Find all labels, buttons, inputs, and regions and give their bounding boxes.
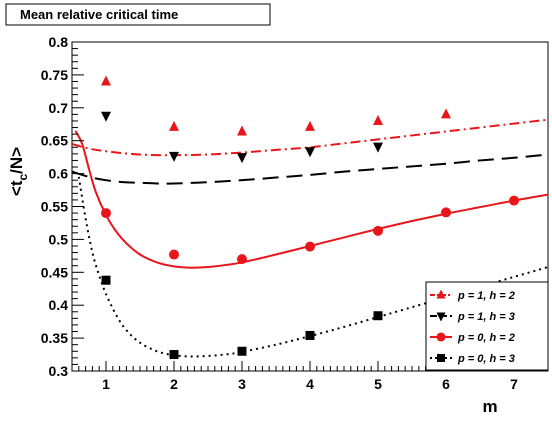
data-point-series-1 bbox=[169, 120, 179, 131]
data-point-series-2 bbox=[305, 147, 315, 158]
legend-label: p = 0, h = 3 bbox=[457, 353, 515, 365]
y-tick-label: 0.75 bbox=[41, 67, 68, 83]
y-tick-label: 0.5 bbox=[49, 231, 69, 247]
x-tick-label: 5 bbox=[374, 376, 382, 392]
data-point-series-1 bbox=[441, 108, 451, 119]
data-point-series-1 bbox=[237, 125, 247, 136]
data-point-series-3 bbox=[169, 249, 179, 260]
legend-label: p = 0, h = 2 bbox=[457, 332, 515, 344]
y-axis-title-rest: /N> bbox=[7, 147, 26, 174]
x-tick-label: 1 bbox=[102, 376, 110, 392]
legend-label: p = 1, h = 2 bbox=[457, 290, 515, 302]
legend-marker bbox=[436, 289, 446, 299]
data-point-series-1 bbox=[305, 120, 315, 131]
data-point-series-4 bbox=[169, 350, 179, 360]
data-point-series-3 bbox=[441, 207, 451, 218]
data-point-series-1 bbox=[373, 114, 383, 125]
y-tick-label: 0.4 bbox=[49, 297, 69, 313]
y-tick-label: 0.55 bbox=[41, 199, 68, 215]
data-point-series-2 bbox=[169, 151, 179, 162]
x-tick-label: 4 bbox=[306, 376, 314, 392]
y-axis-title: <tc/N> bbox=[7, 147, 30, 196]
data-point-series-4 bbox=[373, 311, 383, 321]
data-point-series-3 bbox=[373, 225, 383, 236]
x-tick-label: 3 bbox=[238, 376, 246, 392]
y-tick-label: 0.8 bbox=[49, 34, 69, 50]
data-point-series-3 bbox=[305, 241, 315, 252]
fit-curve-series-3 bbox=[74, 130, 548, 269]
data-point-series-3 bbox=[237, 254, 247, 265]
y-axis-title-main: <t bbox=[7, 180, 26, 196]
y-tick-label: 0.45 bbox=[41, 264, 68, 280]
legend: p = 1, h = 2 p = 1, h = 3 p = 0, h = 2 p = … bbox=[425, 281, 549, 371]
legend-box bbox=[425, 281, 549, 371]
fit-curve-series-1 bbox=[72, 118, 548, 157]
x-tick-label: 2 bbox=[170, 376, 178, 392]
data-point-series-3 bbox=[509, 195, 519, 206]
y-tick-label: 0.7 bbox=[49, 100, 69, 116]
data-point-series-4 bbox=[237, 346, 247, 356]
legend-marker bbox=[436, 332, 446, 342]
data-markers bbox=[101, 75, 519, 360]
fit-curve-series-4 bbox=[77, 176, 548, 358]
y-tick-label: 0.6 bbox=[49, 166, 69, 182]
y-tick-label: 0.35 bbox=[41, 330, 68, 346]
x-axis-title: m bbox=[482, 397, 497, 416]
legend-marker bbox=[436, 312, 446, 322]
data-point-series-1 bbox=[101, 75, 111, 86]
x-tick-label: 7 bbox=[510, 376, 518, 392]
data-point-series-2 bbox=[101, 111, 111, 122]
fit-curve-series-2 bbox=[72, 153, 548, 185]
data-point-series-3 bbox=[101, 208, 111, 219]
data-point-series-2 bbox=[373, 142, 383, 153]
data-point-series-4 bbox=[305, 330, 315, 340]
data-point-series-2 bbox=[237, 153, 247, 164]
y-tick-label: 0.3 bbox=[49, 363, 69, 379]
axis-ticks: 1 2 3 4 5 6 7 0.3 0.35 0.4 0.45 0.5 0.55 0.6 0.65 0.7 0.… bbox=[41, 34, 549, 392]
y-tick-label: 0.65 bbox=[41, 133, 68, 149]
x-tick-label: 6 bbox=[442, 376, 450, 392]
fit-curves bbox=[72, 118, 548, 358]
chart-title: Mean relative critical time bbox=[20, 7, 178, 22]
title-box: Mean relative critical time bbox=[5, 3, 271, 26]
data-point-series-4 bbox=[101, 275, 111, 285]
y-axis-title-subscript: c bbox=[16, 174, 30, 181]
legend-label: p = 1, h = 3 bbox=[457, 311, 515, 323]
legend-marker bbox=[437, 354, 445, 362]
